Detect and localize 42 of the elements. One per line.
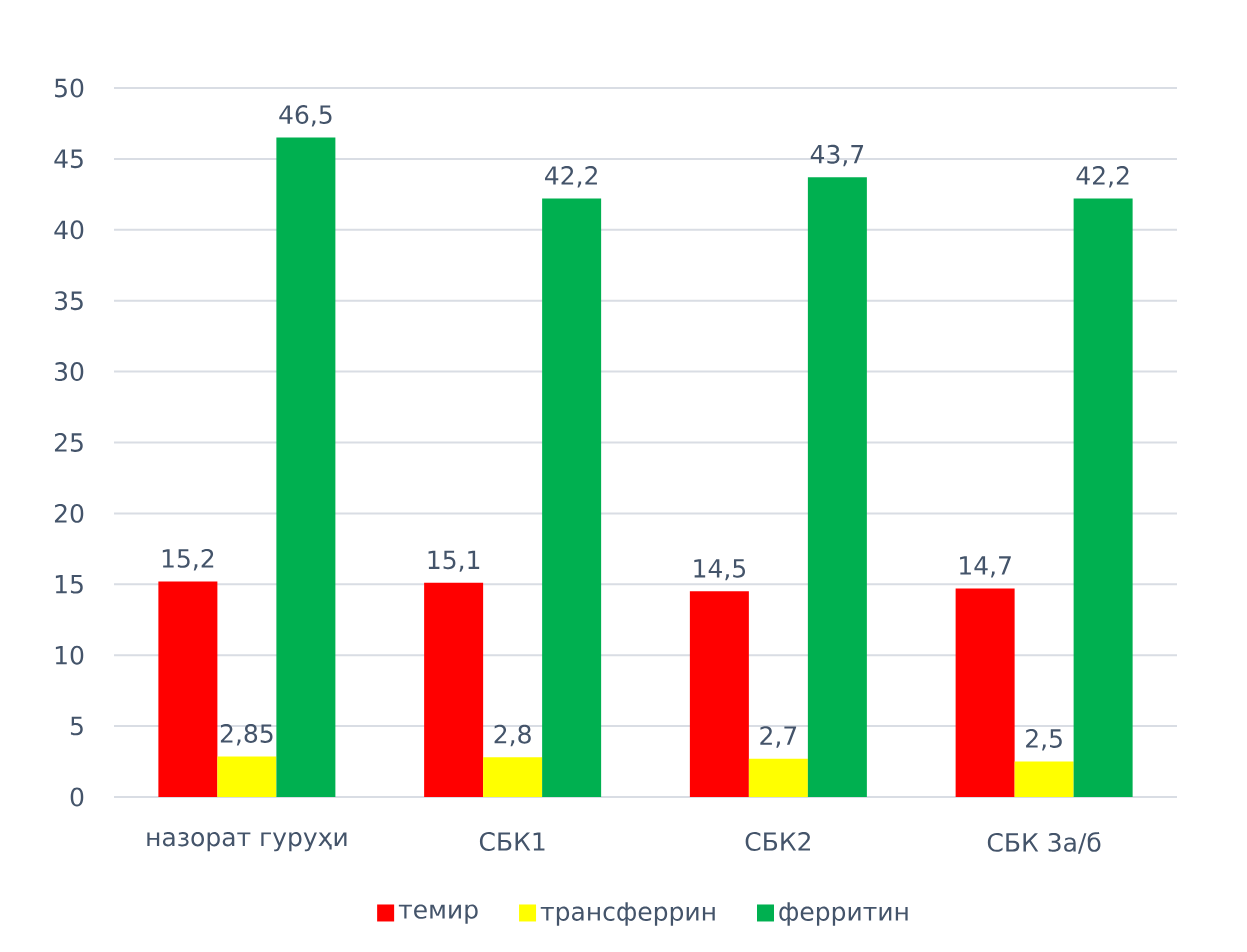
y-tick-label: 40: [54, 220, 84, 240]
y-tick-label: 30: [55, 362, 84, 382]
y-tick-label: 50: [55, 78, 84, 98]
data-label: 15,1: [428, 550, 480, 572]
legend-label: темир: [398, 904, 478, 924]
bar: [955, 588, 1015, 797]
data-label: 2,5: [1026, 728, 1062, 751]
data-label: 43,7: [810, 144, 864, 167]
y-tick-label: 10: [55, 645, 84, 665]
y-tick-label: 0: [70, 787, 84, 807]
bar: [276, 137, 336, 797]
data-label: 14,7: [960, 556, 1011, 578]
y-tick-label: 45: [54, 149, 83, 169]
bar: [1014, 761, 1074, 797]
data-label: 42,2: [545, 166, 597, 188]
bar: [807, 177, 867, 797]
legend-label: трансферрин: [540, 902, 715, 926]
bar: [542, 198, 602, 797]
y-tick-label: 20: [54, 503, 84, 523]
data-label: 2,85: [220, 724, 273, 746]
bar: [158, 581, 218, 797]
bar: [483, 757, 543, 797]
data-label: 42,2: [1076, 166, 1129, 188]
data-label: 14,5: [694, 559, 745, 581]
x-tick-label: СБК 3а/б: [987, 832, 1101, 854]
bar: [424, 582, 484, 797]
x-tick-label: СБК1: [479, 832, 545, 851]
y-tick-label: 15: [55, 575, 83, 594]
data-label: 15,2: [162, 548, 214, 571]
data-label: 2,8: [494, 724, 531, 747]
bar: [689, 591, 749, 797]
y-tick-label: 35: [55, 291, 83, 311]
bar: [748, 758, 808, 797]
legend-label: ферритин: [779, 902, 908, 926]
data-label: 46,5: [279, 105, 332, 127]
data-label: 2,7: [760, 726, 797, 748]
y-tick-label: 5: [70, 716, 83, 736]
bar: [1073, 198, 1133, 797]
x-tick-label: назорат гуруҳи: [147, 832, 347, 852]
x-tick-label: СБК2: [745, 832, 810, 851]
y-tick-label: 25: [54, 433, 83, 452]
bar: [217, 756, 277, 797]
